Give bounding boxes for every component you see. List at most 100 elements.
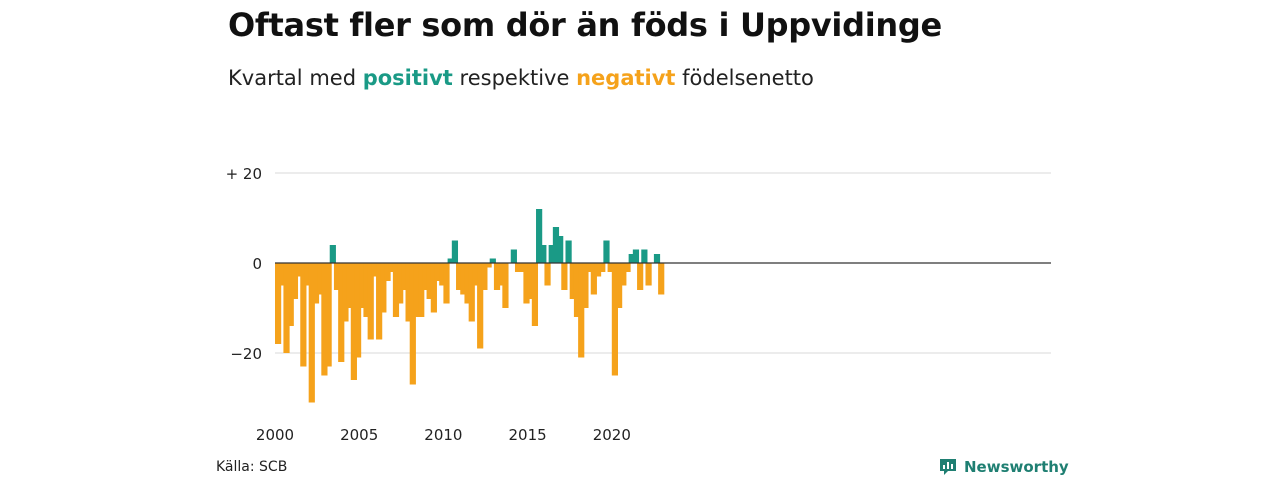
bar [594,263,602,277]
bar [413,263,421,317]
bar [464,263,471,304]
bar [590,263,597,295]
bar [409,263,416,385]
bar [376,263,383,340]
bar [472,263,480,286]
bar [283,263,290,353]
bar [350,263,357,380]
bar [308,263,315,403]
y-tick-label: + 20 [226,165,262,183]
bar [586,263,593,272]
bar [645,263,652,286]
bar [527,263,534,299]
bar [616,263,623,308]
bar [392,263,400,317]
bar [519,263,526,272]
source-note: Källa: SCB [216,459,288,475]
bar [578,263,585,358]
bar [493,263,501,290]
bar [317,263,324,295]
bar [498,263,505,286]
bar [296,263,303,277]
bar [384,263,391,281]
bar [485,263,492,268]
bar [548,245,555,263]
bar [443,263,450,304]
x-tick-label: 2020 [593,426,631,444]
subtitle-negative-label: negativt [576,66,676,90]
bar [439,263,446,286]
bar [632,249,640,263]
bar [540,245,547,263]
bar [418,263,425,317]
x-tick-label: 2010 [424,426,462,444]
brand-name: Newsworthy [964,458,1069,476]
bar [354,263,362,358]
bar [573,263,581,317]
bar [426,263,433,299]
bar [653,254,661,263]
bar [359,263,366,308]
bar [599,263,606,272]
bar [481,263,488,290]
bar [565,240,572,263]
bar [451,240,459,263]
bar [523,263,530,304]
bar [536,209,543,263]
x-tick-label: 2005 [340,426,378,444]
y-tick-label: −20 [230,345,262,363]
bar [456,263,463,290]
bar [430,263,437,313]
bar [624,263,631,272]
bar [658,263,665,295]
bar [291,263,299,299]
bar [620,263,627,286]
newsworthy-logo-icon [940,459,956,475]
subtitle-positive-label: positivt [362,66,453,90]
bar [641,249,648,263]
bar [367,263,374,340]
bar [325,263,332,367]
bar [468,263,475,322]
bar [628,254,635,263]
bar [460,263,467,295]
bar [405,263,412,322]
bar [544,263,551,286]
bar [603,240,610,263]
subtitle-middle: respektive [459,66,570,90]
bar [401,263,408,290]
bar [531,263,539,326]
brand-logo: Newsworthy [938,456,1069,478]
subtitle-suffix: födelsenetto [682,66,814,90]
bar [397,263,404,304]
bar [489,258,496,263]
x-tick-label: 2000 [256,426,294,444]
bar [312,263,320,304]
bar [346,263,353,308]
bar [342,263,349,322]
bar [447,258,454,263]
bar [434,263,442,281]
bar [329,245,336,263]
bar [557,236,564,263]
bar [321,263,328,376]
bar [637,263,644,290]
bar [275,263,282,344]
bar [363,263,370,317]
bar [510,249,517,263]
subtitle-prefix: Kvartal med [228,66,357,90]
bar [611,263,618,376]
bar [300,263,307,367]
bar [304,263,311,286]
bar [582,263,589,308]
bar [502,263,509,308]
bar [380,263,387,313]
bar [279,263,286,286]
bar [552,227,560,263]
bar [333,263,341,290]
bar [561,263,568,290]
bar [287,263,294,326]
bar [569,263,576,299]
chart-title: Oftast fler som dör än föds i Uppvidinge [228,6,942,44]
